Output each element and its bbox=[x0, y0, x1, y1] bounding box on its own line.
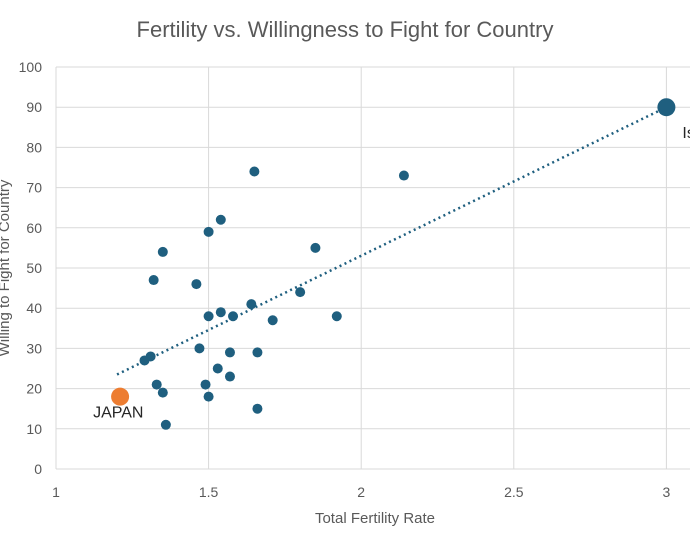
x-axis-ticks: 11.522.533.5 bbox=[52, 484, 671, 500]
data-point bbox=[191, 279, 202, 290]
data-point bbox=[224, 347, 235, 358]
y-axis-label: Willing to Fight for Country bbox=[0, 179, 13, 356]
data-point bbox=[151, 379, 162, 390]
data-point bbox=[310, 242, 321, 253]
y-tick-label: 40 bbox=[26, 300, 42, 316]
data-point bbox=[160, 419, 171, 430]
y-axis-ticks: 0 10 20 30 40 50 60 70 80 90 100 bbox=[19, 59, 43, 477]
highlight-points: JAPAN Israel bbox=[93, 98, 690, 422]
data-point bbox=[331, 311, 342, 322]
data-point bbox=[224, 371, 235, 382]
gridlines bbox=[55, 66, 690, 470]
y-tick-label: 60 bbox=[26, 220, 42, 236]
data-point bbox=[252, 403, 263, 414]
data-point bbox=[212, 363, 223, 374]
y-tick-label: 0 bbox=[34, 461, 42, 477]
data-point bbox=[267, 315, 278, 326]
data-points bbox=[139, 166, 409, 430]
data-point bbox=[148, 275, 159, 286]
y-tick-label: 10 bbox=[26, 421, 42, 437]
data-point bbox=[246, 299, 257, 310]
y-tick-label: 100 bbox=[19, 59, 43, 75]
data-point bbox=[398, 170, 409, 181]
y-tick-label: 90 bbox=[26, 99, 42, 115]
x-axis-label: Total Fertility Rate bbox=[315, 510, 435, 527]
data-point bbox=[157, 387, 168, 398]
data-point bbox=[295, 287, 306, 298]
data-point bbox=[252, 347, 263, 358]
y-tick-label: 20 bbox=[26, 381, 42, 397]
data-point bbox=[215, 214, 226, 225]
highlight-point-japan bbox=[111, 387, 130, 406]
data-point bbox=[203, 391, 214, 402]
y-tick-label: 50 bbox=[26, 260, 42, 276]
data-point bbox=[228, 311, 239, 322]
data-point bbox=[200, 379, 211, 390]
x-tick-label: 2 bbox=[357, 484, 365, 500]
data-point bbox=[203, 311, 214, 322]
y-tick-label: 80 bbox=[26, 139, 42, 155]
data-point bbox=[157, 246, 168, 257]
highlight-point-israel bbox=[657, 98, 676, 117]
y-tick-label: 70 bbox=[26, 180, 42, 196]
data-point bbox=[249, 166, 260, 177]
x-tick-label: 2.5 bbox=[504, 484, 524, 500]
x-tick-label: 1 bbox=[52, 484, 60, 500]
data-point bbox=[139, 355, 150, 366]
annotation-israel: Israel bbox=[682, 125, 690, 142]
chart-title: Fertility vs. Willingness to Fight for C… bbox=[137, 17, 554, 42]
data-point bbox=[215, 307, 226, 318]
x-tick-label: 3 bbox=[663, 484, 671, 500]
y-tick-label: 30 bbox=[26, 340, 42, 356]
data-point bbox=[203, 226, 214, 237]
annotation-japan: JAPAN bbox=[93, 405, 143, 422]
x-tick-label: 1.5 bbox=[199, 484, 219, 500]
data-point bbox=[194, 343, 205, 354]
